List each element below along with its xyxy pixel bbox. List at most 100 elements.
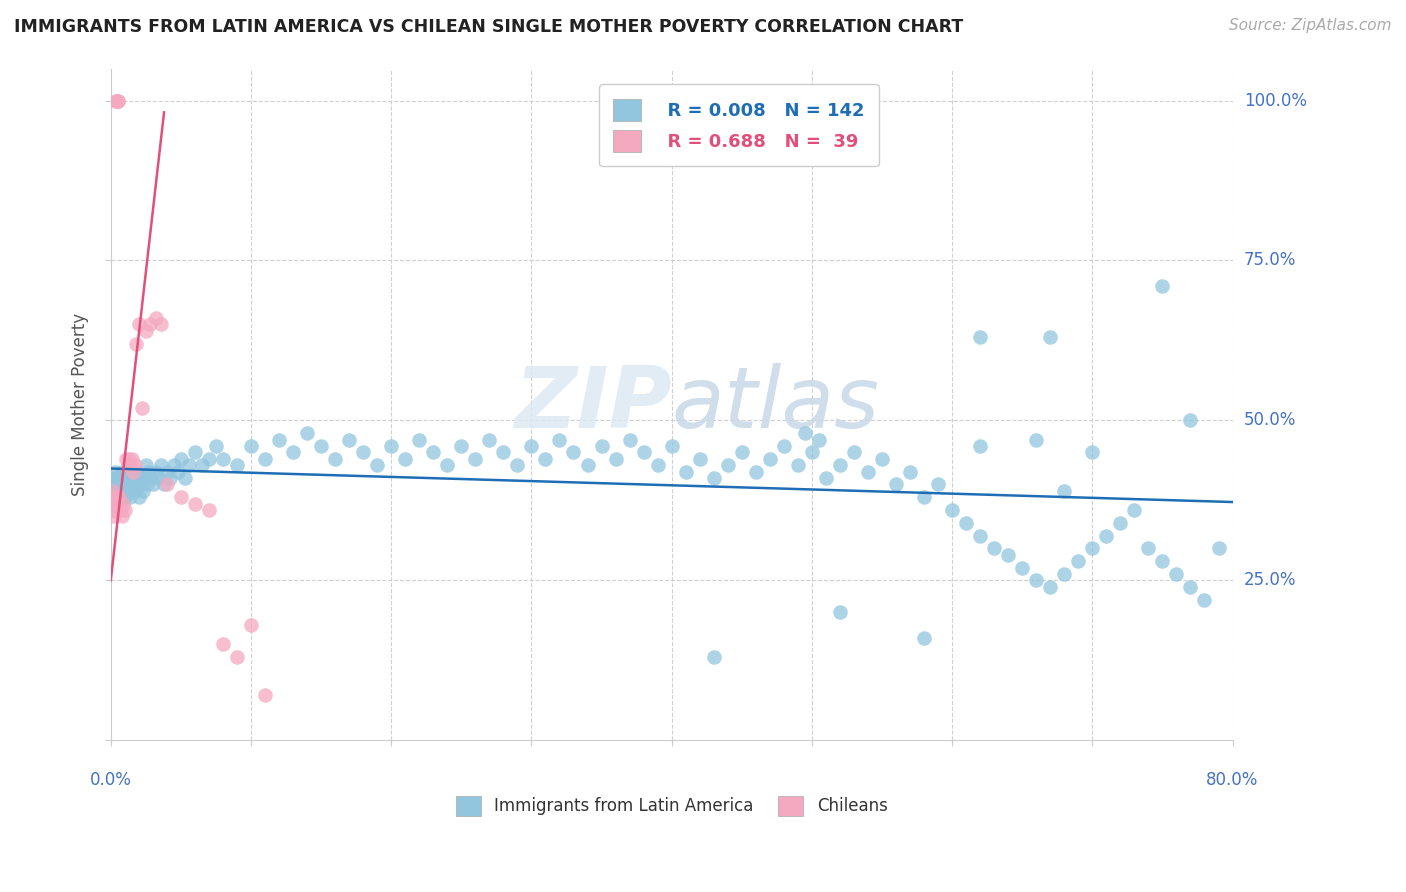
Point bbox=[212, 451, 235, 466]
Text: 50.0%: 50.0% bbox=[1244, 411, 1296, 429]
Point bbox=[1166, 566, 1188, 581]
Point bbox=[997, 548, 1019, 562]
Point bbox=[408, 433, 430, 447]
Point bbox=[717, 458, 740, 472]
Point bbox=[105, 483, 128, 498]
Point bbox=[605, 451, 627, 466]
Point bbox=[107, 94, 129, 108]
Point bbox=[380, 439, 402, 453]
Point bbox=[1152, 554, 1174, 568]
Text: atlas: atlas bbox=[672, 363, 880, 446]
Point bbox=[983, 541, 1005, 556]
Point bbox=[156, 465, 179, 479]
Point bbox=[117, 471, 139, 485]
Point bbox=[125, 336, 148, 351]
Text: 0.0%: 0.0% bbox=[90, 771, 132, 789]
Point bbox=[115, 451, 138, 466]
Point bbox=[145, 311, 167, 326]
Text: Source: ZipAtlas.com: Source: ZipAtlas.com bbox=[1229, 18, 1392, 33]
Point bbox=[121, 451, 143, 466]
Point bbox=[212, 637, 235, 651]
Point bbox=[1053, 566, 1076, 581]
Point bbox=[1067, 554, 1090, 568]
Point bbox=[240, 439, 263, 453]
Point bbox=[103, 509, 125, 524]
Point bbox=[120, 458, 142, 472]
Point bbox=[184, 445, 207, 459]
Point bbox=[101, 497, 124, 511]
Point bbox=[478, 433, 501, 447]
Point bbox=[814, 471, 837, 485]
Point bbox=[1194, 592, 1216, 607]
Point bbox=[226, 650, 249, 665]
Point bbox=[793, 426, 815, 441]
Point bbox=[104, 503, 127, 517]
Point bbox=[127, 465, 149, 479]
Point bbox=[139, 471, 162, 485]
Point bbox=[131, 401, 153, 415]
Point bbox=[150, 458, 173, 472]
Point bbox=[800, 445, 823, 459]
Point bbox=[492, 445, 515, 459]
Point bbox=[1039, 330, 1062, 344]
Point bbox=[1025, 574, 1047, 588]
Point bbox=[1180, 413, 1202, 427]
Point bbox=[122, 471, 145, 485]
Point bbox=[120, 490, 142, 504]
Point bbox=[114, 503, 136, 517]
Point bbox=[240, 618, 263, 632]
Point bbox=[267, 433, 290, 447]
Point bbox=[828, 605, 851, 619]
Point bbox=[1123, 503, 1146, 517]
Point bbox=[108, 477, 131, 491]
Point bbox=[105, 471, 128, 485]
Text: ZIP: ZIP bbox=[515, 363, 672, 446]
Point bbox=[117, 458, 139, 472]
Point bbox=[121, 477, 143, 491]
Point bbox=[842, 445, 865, 459]
Point bbox=[105, 94, 128, 108]
Point bbox=[703, 650, 725, 665]
Text: 80.0%: 80.0% bbox=[1206, 771, 1258, 789]
Point bbox=[142, 477, 165, 491]
Point bbox=[912, 490, 935, 504]
Point bbox=[101, 477, 124, 491]
Point bbox=[856, 465, 879, 479]
Point bbox=[191, 458, 214, 472]
Point bbox=[110, 503, 132, 517]
Point bbox=[148, 471, 170, 485]
Point bbox=[969, 439, 991, 453]
Point bbox=[103, 503, 125, 517]
Point bbox=[955, 516, 977, 530]
Point bbox=[114, 490, 136, 504]
Point bbox=[898, 465, 921, 479]
Point bbox=[1025, 433, 1047, 447]
Point bbox=[111, 465, 134, 479]
Point bbox=[198, 503, 221, 517]
Point bbox=[115, 477, 138, 491]
Point bbox=[104, 490, 127, 504]
Point bbox=[731, 445, 754, 459]
Point bbox=[135, 324, 157, 338]
Point bbox=[111, 509, 134, 524]
Point bbox=[884, 477, 907, 491]
Text: 75.0%: 75.0% bbox=[1244, 252, 1296, 269]
Point bbox=[1180, 580, 1202, 594]
Point bbox=[138, 465, 160, 479]
Point bbox=[1109, 516, 1132, 530]
Point bbox=[114, 471, 136, 485]
Point bbox=[807, 433, 830, 447]
Point bbox=[150, 318, 173, 332]
Point bbox=[1053, 483, 1076, 498]
Point bbox=[163, 458, 186, 472]
Point bbox=[108, 490, 131, 504]
Point bbox=[323, 451, 346, 466]
Point bbox=[110, 483, 132, 498]
Point bbox=[184, 497, 207, 511]
Point bbox=[912, 631, 935, 645]
Point bbox=[128, 318, 150, 332]
Point bbox=[100, 490, 122, 504]
Point bbox=[591, 439, 613, 453]
Point bbox=[107, 483, 129, 498]
Point bbox=[153, 477, 176, 491]
